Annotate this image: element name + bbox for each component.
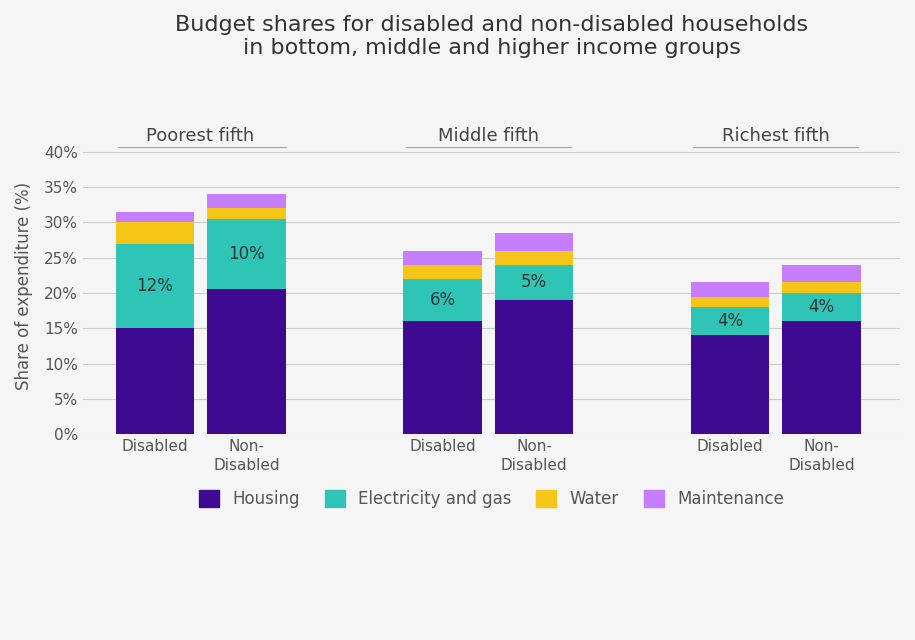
Legend: Housing, Electricity and gas, Water, Maintenance: Housing, Electricity and gas, Water, Mai… <box>192 483 791 515</box>
Bar <box>495 233 573 251</box>
Bar <box>691 307 770 335</box>
Bar <box>782 293 861 321</box>
Bar <box>115 222 194 243</box>
Bar <box>782 265 861 282</box>
Bar <box>207 194 285 208</box>
Text: Poorest fifth: Poorest fifth <box>146 127 254 145</box>
Text: 5%: 5% <box>521 273 547 291</box>
Bar <box>495 265 573 300</box>
Bar <box>115 212 194 222</box>
Bar <box>115 328 194 435</box>
Text: 12%: 12% <box>136 277 173 295</box>
Bar <box>691 335 770 435</box>
Bar <box>782 282 861 293</box>
Text: 6%: 6% <box>429 291 456 309</box>
Y-axis label: Share of expenditure (%): Share of expenditure (%) <box>15 182 33 390</box>
Bar <box>207 219 285 289</box>
Text: Middle fifth: Middle fifth <box>437 127 539 145</box>
Text: 4%: 4% <box>717 312 743 330</box>
Bar <box>115 243 194 328</box>
Bar <box>495 251 573 265</box>
Title: Budget shares for disabled and non-disabled households
in bottom, middle and hig: Budget shares for disabled and non-disab… <box>175 15 808 58</box>
Text: 10%: 10% <box>228 245 264 263</box>
Bar <box>782 321 861 435</box>
Bar <box>404 279 481 321</box>
Bar <box>495 300 573 435</box>
Bar <box>404 265 481 279</box>
Bar <box>691 282 770 296</box>
Bar <box>691 296 770 307</box>
Bar <box>404 251 481 265</box>
Bar <box>207 208 285 219</box>
Bar <box>404 321 481 435</box>
Text: 4%: 4% <box>809 298 834 316</box>
Bar <box>207 289 285 435</box>
Text: Richest fifth: Richest fifth <box>722 127 830 145</box>
